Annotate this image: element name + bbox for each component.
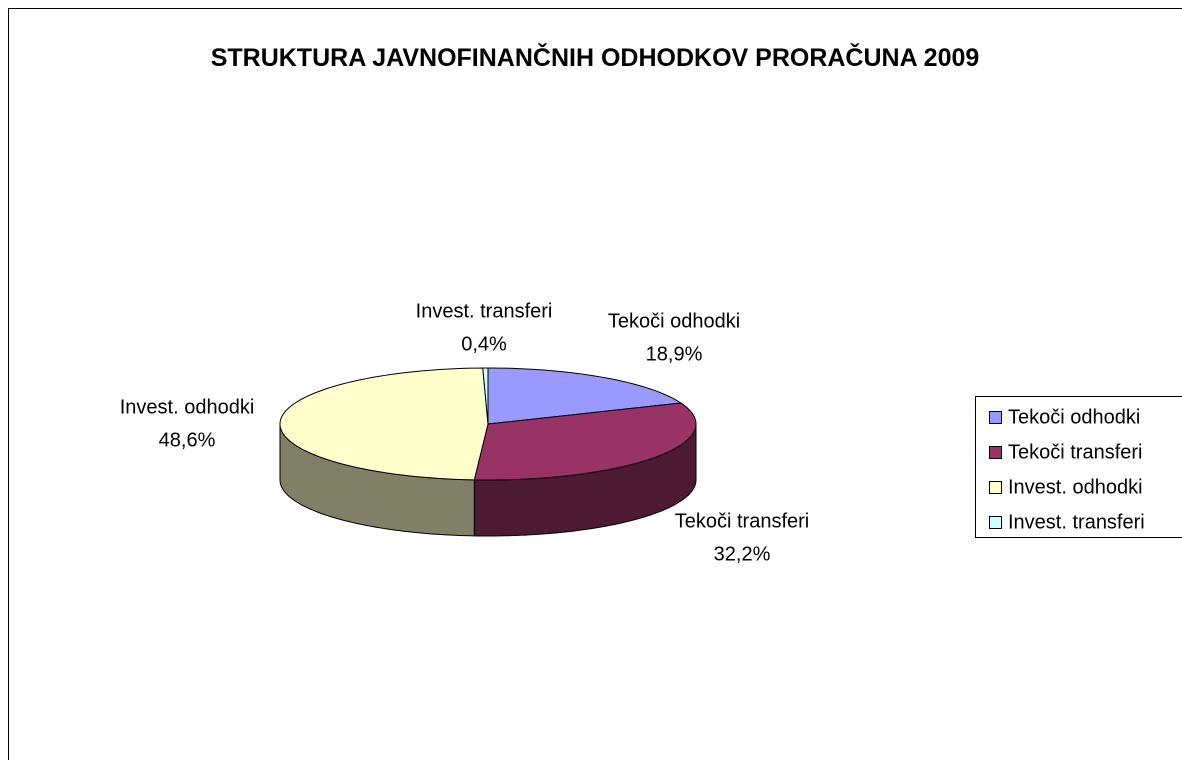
slice-value-label: 0,4% bbox=[461, 333, 507, 355]
pie-slice bbox=[487, 367, 683, 425]
slice-label: Invest. transferi bbox=[416, 300, 553, 322]
legend-swatch bbox=[989, 411, 1002, 424]
legend-swatch bbox=[989, 446, 1002, 459]
legend-box bbox=[975, 396, 1182, 538]
pie-slice bbox=[473, 402, 697, 481]
slice-label: Invest. odhodki bbox=[120, 396, 255, 418]
slice-value-label: 48,6% bbox=[159, 429, 216, 451]
slice-label: Tekoči odhodki bbox=[608, 310, 740, 332]
chart-title: STRUKTURA JAVNOFINANČNIH ODHODKOV PRORAČ… bbox=[210, 44, 980, 72]
pie-slice bbox=[279, 367, 489, 481]
chart-frame bbox=[8, 8, 1182, 760]
legend-label: Tekoči odhodki bbox=[1008, 406, 1140, 428]
slice-value-label: 32,2% bbox=[714, 543, 771, 565]
legend-label: Invest. transferi bbox=[1008, 511, 1145, 533]
legend-swatch bbox=[989, 481, 1002, 494]
legend-label: Invest. odhodki bbox=[1008, 476, 1143, 498]
legend-swatch bbox=[989, 516, 1002, 529]
legend-label: Tekoči transferi bbox=[1008, 441, 1143, 463]
pie-slice bbox=[482, 367, 489, 425]
slice-value-label: 18,9% bbox=[646, 343, 703, 365]
slice-label: Tekoči transferi bbox=[675, 510, 810, 532]
